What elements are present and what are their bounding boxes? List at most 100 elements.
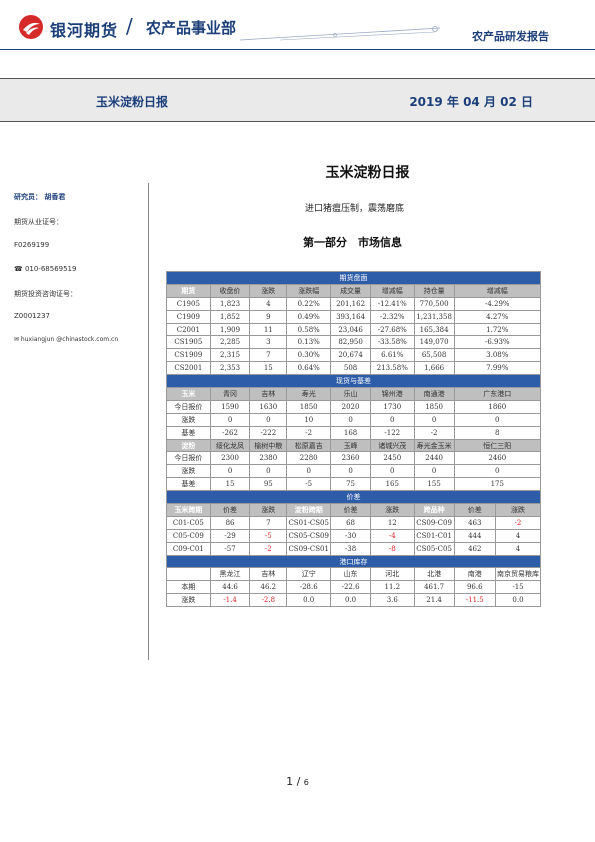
table-cell: 213.58%	[369, 361, 415, 376]
table-header-cell: 榆树中粮	[249, 438, 288, 453]
table-cell: 44.6	[209, 580, 251, 595]
table-cell: 0.64%	[286, 361, 332, 376]
table-cell: CS05-C05	[413, 541, 455, 556]
table-header-cell: 期货	[166, 283, 211, 298]
consulting-number: Z0001237	[14, 312, 50, 320]
table-header-cell: 玉米跨期	[166, 503, 211, 517]
table-cell: -2	[286, 425, 332, 440]
table-cell: -8	[369, 541, 415, 556]
table-cell: 15	[209, 477, 251, 492]
page-header: 银河期货 / 农产品事业部 农产品研发报告	[0, 0, 595, 60]
table-cell: 2280	[286, 451, 332, 466]
table-cell: 今日报价	[166, 399, 211, 414]
table-cell: 0	[209, 464, 251, 479]
table-cell: -6.93%	[453, 335, 542, 350]
table-cell: 1,909	[209, 322, 251, 337]
table-band-label: 现货与基差	[166, 374, 541, 389]
table-cell: 11.2	[369, 580, 415, 595]
table-cell: 0	[453, 412, 542, 427]
table-cell: 河北	[369, 567, 415, 582]
section-heading: 第一部分 市场信息	[303, 236, 402, 249]
table-header-cell: 增减幅	[369, 283, 415, 298]
table-header-row: 淀粉 绥化龙凤 榆树中粮 松原嘉吉 玉峰 诸城兴茂 寿光金玉米 恒仁三阳	[166, 438, 542, 453]
table-cell: -5	[249, 528, 288, 543]
table-cell: 黑龙江	[209, 567, 251, 582]
table-cell: 23,046	[330, 322, 371, 337]
table-cell: 0	[249, 464, 288, 479]
table-cell: 2300	[209, 451, 251, 466]
table-cell: -2.32%	[369, 309, 415, 324]
table-cell: 1,231,358	[413, 309, 455, 324]
table-cell: 4.27%	[453, 309, 542, 324]
table-cell: 1730	[369, 399, 415, 414]
table-cell: 175	[453, 477, 542, 492]
table-row: 今日报价 2300 2380 2280 2360 2450 2440 2460	[166, 451, 542, 466]
table-cell: -2.8	[249, 593, 288, 608]
table-cell: 涨跌	[166, 412, 211, 427]
table-cell: -15	[494, 580, 542, 595]
table-cell: CS09-C09	[413, 515, 455, 530]
table-cell: -12.41%	[369, 296, 415, 311]
table-header-cell: 跨品种	[413, 503, 455, 517]
table-header-row: 期货 收盘价 涨跌 涨跌幅 成交量 增减幅 持仓量 增减幅	[166, 283, 542, 298]
table-cell: 2450	[369, 451, 415, 466]
table-cell: 0	[209, 412, 251, 427]
table-cell: 444	[453, 528, 496, 543]
table-cell: 463	[453, 515, 496, 530]
table-cell: 今日报价	[166, 451, 211, 466]
table-header-cell: 涨跌	[494, 503, 542, 517]
table-cell: -11.5	[453, 593, 496, 608]
table-cell: 北港	[413, 567, 455, 582]
table-header-cell: 涨跌	[369, 503, 415, 517]
table-cell: -122	[369, 425, 415, 440]
table-header-cell: 乐山	[330, 387, 371, 401]
report-type: 农产品研发报告	[472, 30, 549, 43]
table-cell: 2020	[330, 399, 371, 414]
table-header-cell: 价差	[330, 503, 371, 517]
table-cell: 0.13%	[286, 335, 332, 350]
email-address[interactable]: ✉ huxiangjun @chinastock.com.cn	[14, 336, 119, 343]
title-bar: 玉米淀粉日报 2019 年 04 月 02 日	[0, 78, 595, 122]
table-cell: 65,508	[413, 348, 455, 363]
table-row: 涨跌 0 0 10 0 0 0 0	[166, 412, 542, 427]
table-cell: 7	[249, 515, 288, 530]
sidebar-divider	[148, 183, 149, 660]
table-cell: C05-C09	[166, 528, 211, 543]
table-cell: -30	[330, 528, 371, 543]
table-band-row: 现货与基差	[166, 374, 541, 389]
table-cell: 20,674	[330, 348, 371, 363]
table-header-cell: 收盘价	[209, 283, 251, 298]
table-header-cell: 锦州港	[369, 387, 415, 401]
table-row: C1905 1,823 4 0.22% 201,162 -12.41% 770,500 -4.…	[166, 296, 542, 311]
table-cell: 165,384	[413, 322, 455, 337]
table-cell: C01-C05	[166, 515, 211, 530]
table-cell: 9	[249, 309, 288, 324]
table-cell: CS01-CS05	[286, 515, 332, 530]
table-band-label: 价差	[166, 490, 541, 505]
table-cell: -4	[369, 528, 415, 543]
table-cell: 0	[413, 412, 455, 427]
table-cell: CS05-CS09	[286, 528, 332, 543]
table-cell: 1.72%	[453, 322, 542, 337]
table-header-cell: 涨跌	[249, 283, 288, 298]
table-cell: -5	[286, 477, 332, 492]
table-cell: -222	[249, 425, 288, 440]
table-cell: 75	[330, 477, 371, 492]
table-cell: 吉林	[249, 567, 288, 582]
table-cell: 0	[286, 464, 332, 479]
department-name: 农产品事业部	[146, 19, 237, 37]
table-header-cell: 淀粉跨期	[286, 503, 332, 517]
page-current: 1 /	[286, 775, 301, 788]
table-row: 基差 15 95 -5 75 165 155 175	[166, 477, 542, 492]
table-cell: C2001	[166, 322, 211, 337]
table-band-row: 期货盘面	[166, 271, 541, 285]
table-cell: 7	[249, 348, 288, 363]
table-cell: 1850	[413, 399, 455, 414]
table-cell: 15	[249, 361, 288, 376]
table-cell: 0.49%	[286, 309, 332, 324]
table-cell: 辽宁	[286, 567, 332, 582]
table-cell: 82,950	[330, 335, 371, 350]
table-header-row: 玉米跨期 价差 涨跌 淀粉跨期 价差 涨跌 跨品种 价差 涨跌	[166, 503, 542, 517]
table-cell: -2	[494, 515, 542, 530]
table-cell: CS2001	[166, 361, 211, 376]
